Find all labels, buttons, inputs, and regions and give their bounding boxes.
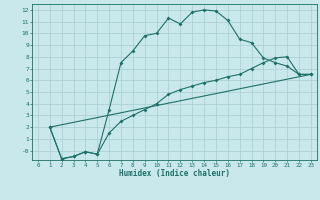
- X-axis label: Humidex (Indice chaleur): Humidex (Indice chaleur): [119, 169, 230, 178]
